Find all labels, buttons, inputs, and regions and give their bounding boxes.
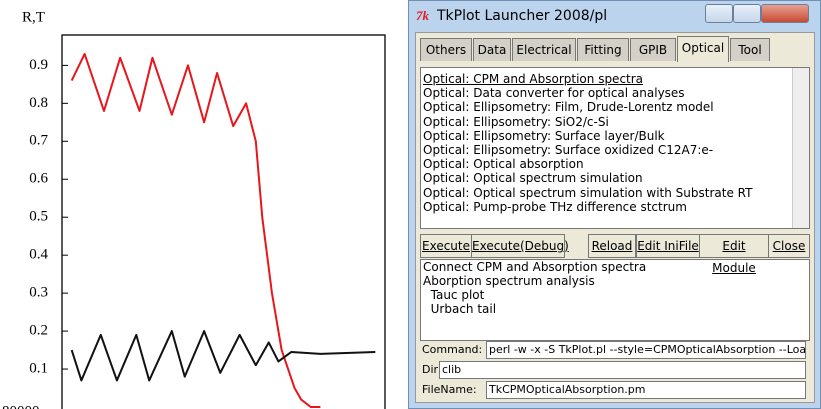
action-button[interactable]: Close	[768, 234, 810, 258]
list-item[interactable]: Optical: Data converter for optical anal…	[423, 86, 685, 101]
tab[interactable]: GPIB	[630, 38, 676, 61]
action-button[interactable]: Edit IniFile	[636, 234, 700, 258]
field-label: Dir:	[422, 363, 442, 376]
close-window-button[interactable]	[761, 4, 809, 23]
window-title: TkPlot Launcher 2008/pl	[437, 8, 608, 24]
series-line	[70, 330, 376, 382]
x-tick-label: 80000	[2, 403, 40, 409]
y-tick-label: 0.4	[29, 247, 48, 263]
svg-text:7k: 7k	[416, 8, 430, 23]
action-button[interactable]: Edit Module	[699, 234, 769, 275]
chart: R,T 80000 0.1 0.2 0.3 0.4 0.5 0.6 0.7 0.8 0.9	[2, 9, 386, 409]
action-button[interactable]: Execute	[420, 234, 472, 258]
field-input[interactable]: clib	[439, 361, 806, 379]
scrollbar[interactable]	[792, 68, 809, 228]
y-tick-label: 0.2	[29, 323, 48, 339]
y-tick-label: 0.6	[29, 171, 48, 187]
window-body: Optical: CPM and Absorption spectra Optic…	[415, 32, 815, 403]
y-tick-label: 0.9	[29, 57, 48, 73]
window: 7k TkPlot Launcher 2008/pl Optical: CPM …	[408, 0, 821, 409]
list-item[interactable]: Optical: Ellipsometry: Surface oxidized …	[423, 143, 714, 157]
y-tick-label: 0.8	[29, 95, 48, 111]
maximize-button[interactable]	[733, 4, 761, 23]
action-button[interactable]: Execute(Debug)	[471, 234, 569, 258]
list-item[interactable]: Optical: Pump-probe THz difference stctr…	[423, 199, 687, 214]
list-item[interactable]: Optical: Optical spectrum simulation	[423, 171, 643, 186]
plot-frame	[61, 34, 386, 409]
module-list[interactable]: Optical: CPM and Absorption spectra Optic…	[420, 67, 810, 229]
minimize-button[interactable]	[705, 4, 733, 23]
tab[interactable]: Data	[473, 38, 511, 61]
y-tick-label: 0.7	[29, 133, 48, 149]
tab[interactable]: Electrical	[512, 38, 576, 61]
list-item[interactable]: Optical: Ellipsometry: SiO2/c-Si	[423, 114, 609, 129]
field-label: FileName:	[422, 383, 477, 396]
y-tick-label: 0.5	[29, 209, 48, 225]
tab[interactable]: Optical	[677, 36, 729, 62]
description: Connect CPM and Absorption spectra Aborpt…	[420, 259, 810, 341]
y-tick-label: 0.1	[29, 360, 48, 376]
description-line: Connect CPM and Absorption spectra	[423, 260, 647, 274]
tab[interactable]: Others	[420, 38, 472, 61]
y-axis-label: R,T	[22, 9, 45, 25]
tab[interactable]: Tool	[730, 38, 770, 61]
action-button[interactable]: Reload	[588, 234, 636, 258]
field-input[interactable]: perl -w -x -S TkPlot.pl --style=CPMOptic…	[486, 341, 806, 359]
list-item[interactable]: Optical: Ellipsometry: Surface layer/Bul…	[423, 128, 665, 143]
list-item[interactable]: Optical: CPM and Absorption spectra	[423, 72, 644, 86]
field-input[interactable]: TkCPMOpticalAbsorption.pm	[486, 381, 806, 399]
description-line: Aborption spectrum analysis	[423, 274, 595, 288]
list-item[interactable]: Optical: Ellipsometry: Film, Drude-Loren…	[423, 100, 714, 115]
description-line: Tauc plot	[423, 288, 485, 302]
app-icon: 7k	[416, 8, 430, 23]
list-item[interactable]: Optical: Optical spectrum simulation wit…	[423, 185, 753, 200]
description-line: Urbach tail	[423, 302, 497, 316]
y-tick-label: 0.3	[29, 285, 48, 301]
field-label: Command:	[422, 343, 483, 356]
series-line	[70, 52, 321, 408]
tab[interactable]: Fitting	[577, 38, 629, 61]
list-item[interactable]: Optical: Optical absorption	[423, 157, 584, 172]
